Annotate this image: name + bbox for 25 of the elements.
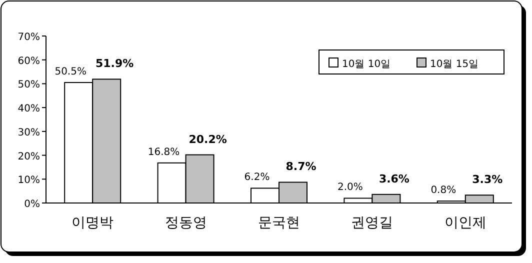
- y-tick-label: 0%: [24, 199, 40, 210]
- data-label: 20.2%: [188, 132, 227, 146]
- x-tick-label: 문국현: [258, 215, 300, 231]
- x-tick-label: 권영길: [351, 215, 394, 231]
- y-tick-label: 40%: [18, 104, 40, 115]
- y-tick-label: 70%: [18, 32, 40, 43]
- data-label: 6.2%: [244, 172, 270, 184]
- data-label: 50.5%: [54, 66, 86, 78]
- x-tick-label: 정동영: [164, 215, 207, 231]
- legend-label: 10월 10일: [342, 59, 391, 70]
- data-label: 16.8%: [148, 146, 180, 158]
- data-label: 3.6%: [378, 172, 410, 186]
- legend-label: 10월 15일: [430, 59, 479, 70]
- data-label: 8.7%: [286, 160, 316, 174]
- y-tick-label: 20%: [18, 151, 40, 162]
- data-label: 0.8%: [430, 185, 456, 196]
- y-tick-label: 50%: [18, 80, 40, 91]
- data-label: 51.9%: [96, 57, 134, 70]
- y-tick-label: 60%: [18, 56, 40, 67]
- data-label: 2.0%: [337, 182, 363, 194]
- x-tick-label: 이인제: [444, 215, 486, 231]
- x-tick-label: 이명박: [72, 215, 114, 231]
- y-tick-label: 10%: [18, 175, 40, 186]
- y-tick-label: 30%: [18, 127, 40, 138]
- data-label: 3.3%: [472, 173, 503, 186]
